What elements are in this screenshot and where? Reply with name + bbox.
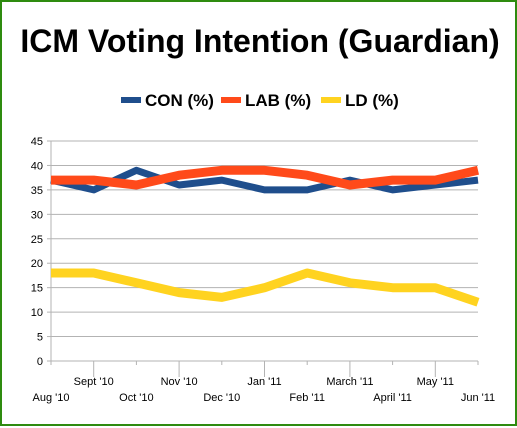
- data-point-lab: [93, 180, 94, 181]
- data-point-ld: [435, 287, 436, 288]
- x-tick-label: Oct '10: [119, 392, 154, 404]
- x-tick-label: Dec '10: [203, 392, 240, 404]
- data-point-lab: [307, 175, 308, 176]
- data-point-ld: [264, 287, 265, 288]
- data-point-lab: [179, 175, 180, 176]
- data-point-ld: [349, 282, 350, 283]
- y-tick-label: 25: [31, 234, 43, 246]
- data-point-ld: [478, 302, 479, 303]
- chart-title: ICM Voting Intention (Guardian): [20, 23, 499, 59]
- legend-label: CON (%): [145, 91, 214, 110]
- data-point-con: [392, 189, 393, 190]
- x-tick-label: May '11: [417, 376, 454, 388]
- data-point-con: [221, 180, 222, 181]
- x-tick-label: Nov '10: [161, 376, 198, 388]
- data-point-lab: [349, 185, 350, 186]
- data-point-con: [478, 180, 479, 181]
- x-tick-label: Sept '10: [74, 376, 114, 388]
- data-point-ld: [136, 282, 137, 283]
- data-point-ld: [392, 287, 393, 288]
- data-point-ld: [51, 273, 52, 274]
- y-tick-label: 0: [37, 356, 43, 368]
- data-point-ld: [93, 273, 94, 274]
- y-tick-label: 15: [31, 283, 43, 295]
- data-point-con: [179, 185, 180, 186]
- series-line-con: [50, 166, 479, 194]
- data-point-ld: [221, 297, 222, 298]
- series-line-lab: [51, 165, 480, 190]
- data-point-lab: [392, 180, 393, 181]
- legend-label: LAB (%): [245, 91, 311, 110]
- data-point-con: [435, 185, 436, 186]
- data-point-lab: [51, 180, 52, 181]
- y-tick-label: 30: [31, 209, 43, 221]
- y-tick-label: 10: [31, 307, 43, 319]
- y-tick-label: 5: [37, 332, 43, 344]
- data-point-con: [136, 170, 137, 171]
- data-point-ld: [179, 292, 180, 293]
- data-point-lab: [435, 180, 436, 181]
- chart-legend: CON (%) LAB (%) LD (%): [121, 91, 399, 110]
- y-tick-label: 45: [31, 136, 43, 148]
- data-point-con: [93, 189, 94, 190]
- data-point-con: [307, 189, 308, 190]
- y-tick-label: 35: [31, 185, 43, 197]
- x-tick-label: April '11: [373, 392, 412, 404]
- y-tick-label: 20: [31, 258, 43, 270]
- data-point-lab: [478, 170, 479, 171]
- y-tick-label: 40: [31, 160, 43, 172]
- x-tick-label: Jun '11: [461, 392, 495, 404]
- legend-label: LD (%): [345, 91, 399, 110]
- data-point-ld: [307, 273, 308, 274]
- series-line-ld: [51, 268, 480, 307]
- data-point-lab: [264, 170, 265, 171]
- data-point-lab: [221, 170, 222, 171]
- plot-area: 0 5 10 15 20 25 30 35 40 45 Aug '10 Sept '10 Oct '10…: [31, 136, 495, 404]
- data-point-con: [264, 189, 265, 190]
- x-tick-label: Aug '10: [33, 392, 70, 404]
- x-tick-label: Jan '11: [247, 376, 281, 388]
- x-tick-label: March '11: [326, 376, 373, 388]
- x-tick-label: Feb '11: [289, 392, 325, 404]
- data-point-lab: [136, 185, 137, 186]
